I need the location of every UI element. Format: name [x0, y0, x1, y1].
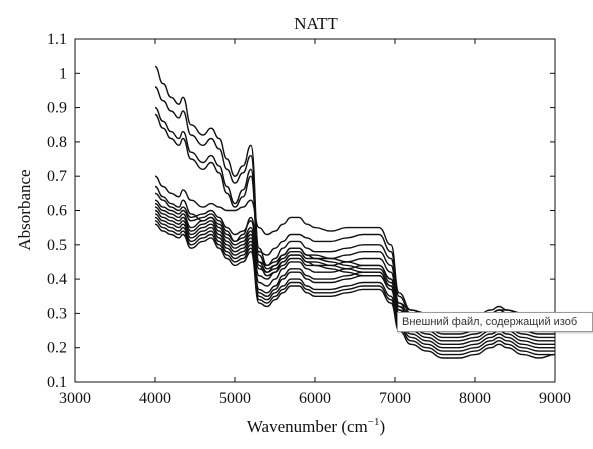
spectrum-line-11: [154, 209, 555, 346]
x-axis-label-exponent: −1: [368, 416, 380, 428]
x-tick-label-6000: 6000: [299, 390, 331, 407]
spectrum-line-13: [154, 216, 555, 352]
x-tick-label-9000: 9000: [539, 390, 571, 407]
spectrum-line-7: [154, 192, 555, 332]
chart-title: NATT: [294, 14, 338, 33]
y-tick-label-0.1: 0.1: [47, 374, 67, 391]
x-tick-label-5000: 5000: [219, 390, 251, 407]
x-tick-label-7000: 7000: [379, 390, 411, 407]
spectrum-line-9: [154, 202, 555, 339]
y-tick-label-0.9: 0.9: [47, 100, 67, 117]
x-axis-label: Wavenumber (cm−1): [247, 416, 385, 436]
spectrum-line-6: [154, 185, 555, 325]
x-axis-label-main: Wavenumber (cm: [247, 417, 368, 436]
spectrum-line-14: [154, 220, 555, 356]
spectrum-line-15: [154, 223, 556, 359]
x-tick-label-8000: 8000: [459, 390, 491, 407]
y-tick-label-0.3: 0.3: [47, 305, 67, 322]
x-tick-label-3000: 3000: [59, 390, 91, 407]
tooltip: Внешний файл, содержащий изоб: [397, 312, 593, 332]
y-tick-label-0.6: 0.6: [47, 203, 67, 220]
y-tick-label-0.8: 0.8: [47, 134, 67, 151]
y-tick-label-1: 1: [59, 65, 67, 82]
x-axis-label-close: ): [379, 417, 385, 436]
y-tick-label-1.1: 1.1: [47, 31, 67, 48]
y-axis-label: Absorbance: [15, 169, 34, 250]
y-tick-label-0.4: 0.4: [47, 271, 67, 288]
spectrum-line-5: [154, 175, 555, 322]
spectrum-line-1: [154, 65, 555, 322]
spectrum-line-12: [154, 213, 556, 349]
y-tick-label-0.7: 0.7: [47, 168, 67, 185]
x-tick-label-4000: 4000: [139, 390, 171, 407]
spectrum-line-10: [154, 206, 555, 342]
y-tick-label-0.5: 0.5: [47, 237, 67, 254]
y-axis-ticks: 0.1 0.2 0.3 0.4 0.5 0.6 0.7 0.8 0.9 1 1.1: [47, 31, 555, 391]
x-axis-ticks: 3000 4000 5000 6000 7000 8000 9000: [59, 39, 571, 407]
y-tick-label-0.2: 0.2: [47, 340, 67, 357]
